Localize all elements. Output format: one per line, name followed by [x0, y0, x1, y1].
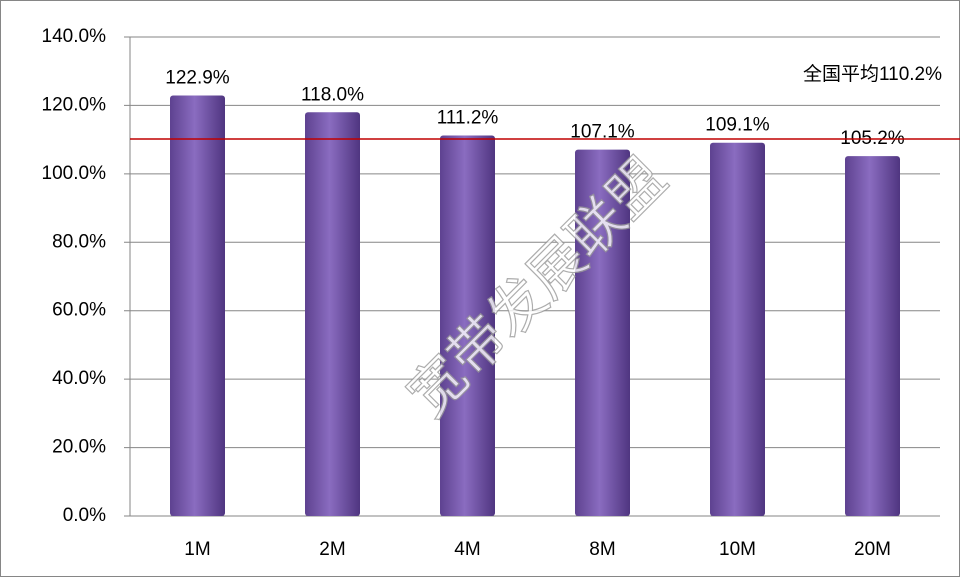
- x-tick-label: 1M: [184, 539, 210, 560]
- bar: [575, 149, 630, 516]
- bar: [440, 135, 495, 516]
- bar: [305, 112, 360, 517]
- x-tick-label: 4M: [454, 539, 480, 560]
- y-tick-label: 100.0%: [42, 163, 107, 184]
- y-tick-label: 80.0%: [52, 231, 106, 252]
- value-label: 111.2%: [437, 108, 499, 129]
- value-label: 107.1%: [570, 122, 635, 143]
- y-tick-label: 40.0%: [52, 368, 106, 389]
- y-tick-label: 120.0%: [42, 94, 107, 115]
- x-tick-label: 8M: [589, 539, 615, 560]
- x-tick-label: 20M: [854, 539, 891, 560]
- bar: [710, 142, 765, 516]
- bar: [845, 156, 900, 516]
- y-tick-label: 60.0%: [52, 300, 106, 321]
- plot-area: 0.0% 20.0% 40.0% 60.0% 80.0% 100.0% 120.0% 140.…: [42, 26, 960, 560]
- value-label: 109.1%: [705, 115, 770, 136]
- bar: [170, 95, 225, 516]
- value-label: 122.9%: [165, 68, 230, 89]
- x-tick-label: 2M: [319, 539, 345, 560]
- y-tick-label: 0.0%: [63, 505, 106, 526]
- reference-label: 全国平均110.2%: [803, 63, 942, 85]
- y-tick-label: 140.0%: [42, 26, 107, 47]
- value-label: 118.0%: [301, 84, 364, 105]
- y-tick-label: 20.0%: [52, 437, 106, 458]
- x-tick-label: 10M: [719, 539, 756, 560]
